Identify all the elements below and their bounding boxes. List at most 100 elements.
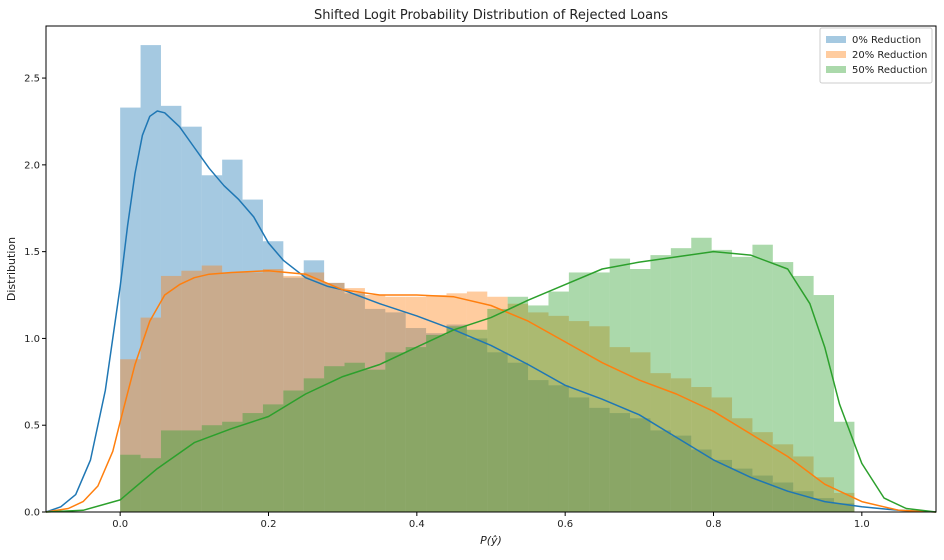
x-tick-label-0: 0.0	[112, 519, 128, 530]
hist-bar-2-2	[160, 430, 182, 512]
hist-bar-1-29	[711, 397, 733, 512]
hist-bar-2-6	[242, 413, 263, 512]
hist-bar-1-8	[283, 275, 304, 512]
hist-bar-0-3	[181, 126, 202, 513]
hist-bar-2-33	[793, 275, 814, 512]
legend-box	[819, 27, 933, 84]
hist-bar-2-12	[364, 369, 386, 512]
hist-bar-2-0	[120, 454, 141, 512]
hist-bar-2-15	[426, 334, 447, 512]
legend-swatch-1	[826, 51, 846, 58]
hist-bar-1-6	[242, 272, 263, 512]
hist-bar-2-22	[568, 272, 590, 512]
hist-bar-0-2	[160, 105, 182, 512]
hist-bar-1-13	[385, 296, 406, 512]
hist-bar-0-21	[548, 385, 569, 512]
hist-bar-2-10	[324, 366, 345, 512]
hist-bar-0-9	[303, 260, 325, 512]
hist-bar-1-25	[630, 352, 651, 512]
y-tick-label-4: 2.0	[24, 160, 40, 171]
hist-bar-0-17	[466, 338, 488, 512]
hist-bar-2-1	[140, 458, 161, 512]
hist-bar-2-3	[181, 430, 202, 512]
hist-bar-2-21	[548, 291, 569, 512]
hist-bar-2-5	[222, 421, 243, 512]
hist-bar-1-26	[650, 373, 671, 512]
hist-bar-2-32	[772, 262, 794, 512]
hist-bar-0-25	[630, 418, 651, 512]
hist-bar-1-16	[446, 293, 467, 512]
hist-bar-1-22	[568, 321, 590, 512]
hist-bar-2-28	[691, 237, 712, 512]
hist-bar-2-16	[446, 326, 467, 512]
kde-lines-layer	[45, 110, 937, 513]
hist-bar-2-24	[609, 258, 631, 512]
hist-bar-2-13	[385, 352, 406, 512]
hist-bar-1-4	[201, 265, 223, 512]
hist-bar-0-35	[834, 503, 855, 512]
hist-bar-1-20	[528, 312, 549, 512]
y-axis-label: Distribution	[5, 237, 18, 301]
hist-bar-2-8	[283, 390, 304, 512]
hist-bar-1-2	[160, 275, 182, 512]
legend-label-0: 0% Reduction	[852, 35, 921, 46]
hist-bar-1-33	[793, 456, 814, 512]
x-tick-label-1: 0.2	[261, 519, 277, 530]
hist-bar-1-23	[589, 326, 610, 512]
hist-bar-1-12	[364, 295, 386, 512]
hist-bar-1-21	[548, 315, 569, 512]
legend-label-2: 50% Reduction	[852, 65, 927, 76]
hist-bar-1-1	[140, 317, 161, 512]
hist-bar-0-15	[426, 333, 447, 512]
hist-bar-2-4	[201, 425, 223, 512]
hist-bar-1-3	[181, 270, 202, 512]
hist-bar-1-32	[772, 444, 794, 512]
hist-bar-0-28	[691, 449, 712, 512]
hist-bar-1-0	[120, 359, 141, 512]
hist-bar-1-31	[752, 432, 773, 512]
chart-title: Shifted Logit Probability Distribution o…	[314, 8, 668, 23]
hist-bar-1-17	[466, 291, 488, 512]
y-tick-label-2: 1.0	[24, 334, 40, 345]
hist-bar-2-34	[813, 295, 835, 512]
x-axis-ticks: 0.0 0.2 0.4 0.6 0.8 1.0	[112, 512, 870, 530]
hist-bar-0-12	[364, 308, 386, 512]
hist-bar-2-11	[344, 362, 365, 512]
hist-bar-2-7	[262, 404, 284, 512]
hist-bar-0-1	[140, 45, 161, 512]
hist-bar-0-14	[405, 328, 427, 512]
plot-frame	[45, 25, 937, 513]
legend: 0% Reduction 20% Reduction 50% Reduction	[819, 27, 933, 84]
hist-bar-0-7	[262, 241, 284, 512]
hist-bar-0-29	[711, 459, 733, 512]
bars-layer	[120, 45, 855, 513]
hist-bar-2-19	[507, 296, 529, 512]
hist-bar-0-20	[528, 380, 549, 512]
hist-bar-2-26	[650, 255, 671, 512]
hist-bar-1-35	[834, 492, 855, 512]
hist-bar-2-25	[630, 269, 651, 512]
hist-bar-2-35	[834, 421, 855, 512]
y-tick-label-3: 1.5	[24, 247, 40, 258]
x-tick-label-3: 0.6	[557, 519, 573, 530]
hist-bar-0-16	[446, 324, 467, 512]
y-tick-label-0: 0.0	[24, 508, 40, 519]
hist-bar-1-9	[303, 272, 325, 512]
x-axis-label: P(ŷ)	[480, 534, 502, 547]
hist-bar-1-11	[344, 288, 365, 512]
hist-bar-0-5	[222, 159, 243, 512]
hist-bar-1-7	[262, 269, 284, 512]
hist-bar-0-31	[752, 475, 773, 512]
hist-bar-2-23	[589, 272, 610, 512]
hist-bar-0-19	[507, 362, 529, 512]
hist-bar-2-17	[466, 329, 488, 512]
hist-bar-1-15	[426, 295, 447, 512]
x-tick-label-4: 0.8	[706, 519, 722, 530]
hist-bar-0-11	[344, 293, 365, 512]
hist-bar-1-10	[324, 282, 345, 512]
kde-line-1	[45, 269, 937, 513]
y-axis-ticks: 0.0 0.5 1.0 1.5 2.0 2.5	[24, 74, 46, 519]
y-tick-label-5: 2.5	[24, 74, 40, 85]
